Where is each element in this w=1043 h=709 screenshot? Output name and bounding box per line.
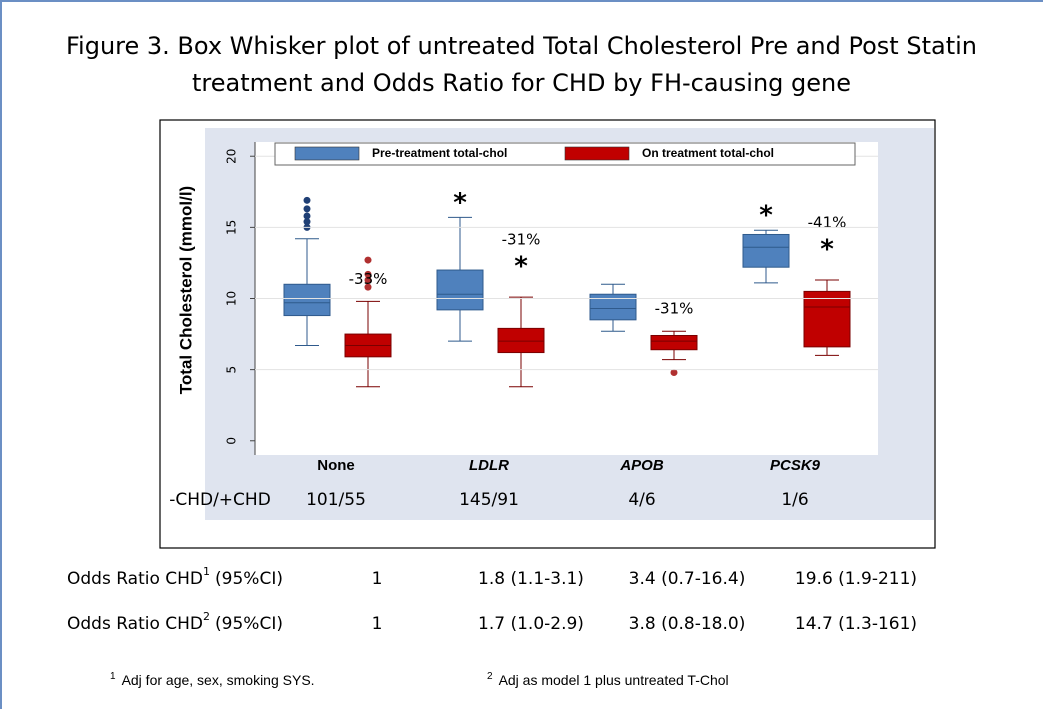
odds-value: 19.6 (1.9-211) [795,569,917,589]
box [283,283,331,317]
box [742,233,790,268]
footnote-text: Adj as model 1 plus untreated T-Chol [499,672,729,688]
odds-value: 3.8 (0.8-18.0) [629,614,746,634]
footnote: 2 Adj as model 1 plus untreated T-Chol [487,671,729,688]
odds-value: 14.7 (1.3-161) [795,614,917,634]
outlier [670,368,678,376]
title: Figure 3. Box Whisker plot of untreated … [66,32,977,97]
odds-suffix: (95%CI) [215,614,283,634]
chd-label: -CHD/+CHD [169,490,271,510]
outlier [303,205,311,213]
y-tick-label: 0 [225,437,239,445]
chd-count: 1/6 [781,490,808,510]
outlier [364,276,372,284]
legend-swatch [294,146,360,161]
significance-marker: * [514,252,528,282]
odds-label: Odds Ratio CHD [67,614,203,634]
box-group: * [436,188,484,342]
y-tick-label: 20 [225,149,239,164]
x-tick-label: LDLR [469,457,509,474]
chd-count: 4/6 [628,490,655,510]
legend-label: Pre-treatment total-chol [372,146,507,160]
outlier [303,212,311,220]
legend-swatch [564,146,630,161]
odds-row-label: Odds Ratio CHD1 (95%CI) [67,565,283,589]
x-tick-label: PCSK9 [770,457,821,474]
chd-count: 101/55 [306,490,366,510]
odds-row-label: Odds Ratio CHD2 (95%CI) [67,610,283,634]
plot: -33% * * -31% -31% * * -41% [283,188,851,388]
box [497,327,545,354]
box-group: * -41% [803,214,851,356]
y-tick-label: 5 [225,366,239,374]
change-label: -31% [655,300,694,318]
significance-marker: * [820,235,834,265]
outlier [364,283,372,291]
outlier [364,256,372,264]
odds-suffix: (95%CI) [215,569,283,589]
y-tick-label: 15 [225,220,239,235]
change-label: -33% [349,270,388,288]
footnote: 1 Adj for age, sex, smoking SYS. [110,671,315,688]
chd-count: 145/91 [459,490,519,510]
y-tick-label: 10 [225,291,239,306]
x-tick-label: APOB [619,457,664,474]
odds-value: 1.8 (1.1-3.1) [478,569,584,589]
title-box: Figure 3. Box Whisker plot of untreated … [66,32,977,97]
box [436,269,484,311]
odds-sup: 1 [203,565,210,578]
y-axis-label: Total Cholesterol (mmol/l) [176,186,195,394]
box [803,290,851,348]
box-group [283,196,331,346]
odds-value: 1 [372,614,383,634]
significance-marker: * [453,188,467,218]
box-group: -31% [650,300,698,376]
significance-marker: * [759,201,773,231]
odds-value: 1 [372,569,383,589]
box-group: * [742,201,790,284]
odds-value: 3.4 (0.7-16.4) [629,569,746,589]
footnote-text: Adj for age, sex, smoking SYS. [122,672,315,688]
box [650,334,698,351]
outlier [303,218,311,226]
outlier [364,270,372,278]
outlier [303,196,311,204]
legend-label: On treatment total-chol [642,146,774,160]
box-group: * -31% [497,231,545,388]
change-label: -31% [502,231,541,249]
footnote-sup: 2 [487,671,493,682]
odds-value: 1.7 (1.0-2.9) [478,614,584,634]
footnote-sup: 1 [110,671,116,682]
odds-sup: 2 [203,610,210,623]
change-label: -41% [808,214,847,232]
odds-label: Odds Ratio CHD [67,569,203,589]
x-tick-label: None [317,457,355,474]
box-group: -33% [344,256,392,388]
